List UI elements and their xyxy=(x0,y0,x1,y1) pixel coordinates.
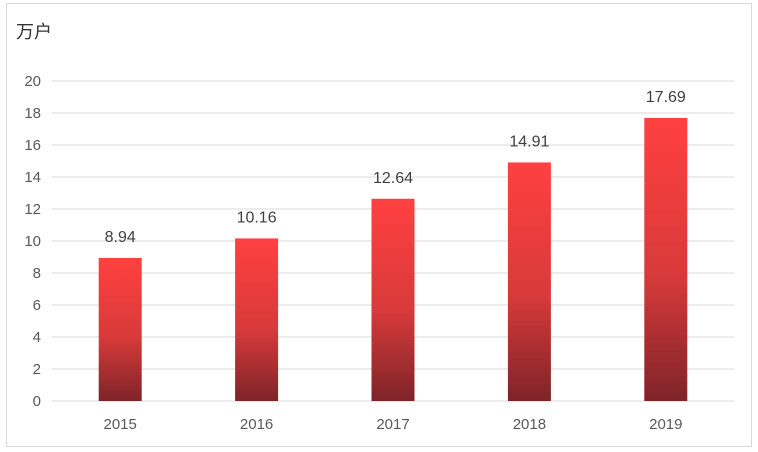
data-label-2016: 10.16 xyxy=(237,209,277,226)
y-tick-label: 18 xyxy=(24,105,41,122)
x-tick-label: 2017 xyxy=(376,416,409,433)
y-tick-label: 2 xyxy=(33,361,41,378)
x-tick-label: 2015 xyxy=(104,416,137,433)
y-unit-label: 万户 xyxy=(16,22,52,43)
x-tick-label: 2016 xyxy=(240,416,273,433)
y-tick-label: 4 xyxy=(33,329,41,346)
bar-2019 xyxy=(644,117,688,402)
data-label-2018: 14.91 xyxy=(509,133,549,150)
y-tick-label: 14 xyxy=(24,169,41,186)
bar-2015 xyxy=(98,257,142,401)
data-label-2015: 8.94 xyxy=(105,229,136,246)
y-tick-label: 0 xyxy=(33,393,41,410)
y-tick-label: 10 xyxy=(24,233,41,250)
x-tick-label: 2018 xyxy=(513,416,546,433)
y-tick-label: 16 xyxy=(24,137,41,154)
bar-2017 xyxy=(371,198,415,401)
data-label-2017: 12.64 xyxy=(373,170,413,187)
bar-2016 xyxy=(235,238,279,401)
y-tick-label: 8 xyxy=(33,265,41,282)
y-tick-label: 6 xyxy=(33,297,41,314)
data-label-2019: 17.69 xyxy=(646,89,686,106)
y-tick-label: 20 xyxy=(24,73,41,90)
bar-2018 xyxy=(507,162,551,401)
y-tick-label: 12 xyxy=(24,201,41,218)
x-tick-label: 2019 xyxy=(649,416,682,433)
